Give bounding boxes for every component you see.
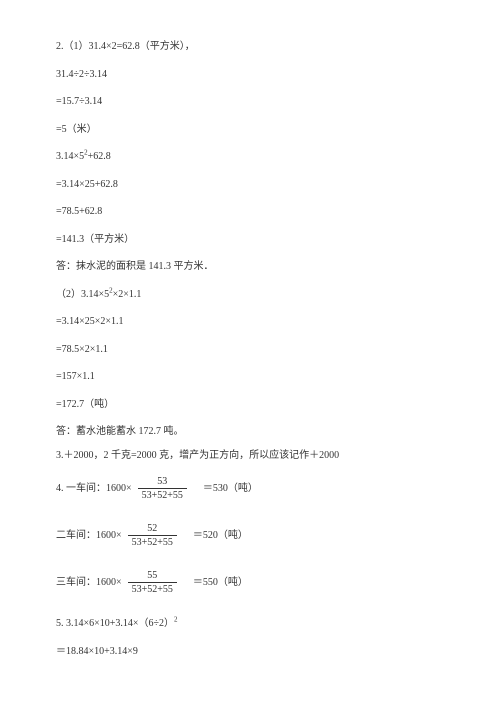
- text-line: 5. 3.14×6×10+3.14×（6÷2）2: [56, 617, 444, 631]
- answer-line: 答：蓄水池能蓄水 172.7 吨。: [56, 425, 444, 439]
- text-line: =78.5×2×1.1: [56, 343, 444, 357]
- fraction-line: 三车间：1600× 55 53+52+55 ＝550（吨）: [56, 570, 444, 595]
- expr-prefix: 5. 3.14×6×10+3.14×（6÷2）: [56, 618, 174, 629]
- numerator: 53: [153, 476, 171, 488]
- text-line: =3.14×25+62.8: [56, 178, 444, 192]
- frac-suffix: ＝520（吨）: [193, 529, 248, 543]
- text-line: 3.＋2000，2 千克=2000 克，增产为正方向，所以应该记作＋2000: [56, 449, 444, 463]
- exponent: 2: [174, 616, 178, 624]
- expr-suffix: ×2×1.1: [113, 289, 142, 300]
- text-line: （2）3.14×52×2×1.1: [56, 288, 444, 302]
- expr-prefix: 3.14×5: [56, 151, 84, 162]
- fraction: 52 53+52+55: [128, 523, 177, 548]
- numerator: 52: [143, 523, 161, 535]
- text-line: =172.7（吨）: [56, 398, 444, 412]
- expr-suffix: +62.8: [88, 151, 111, 162]
- expr-prefix: （2）3.14×5: [56, 289, 109, 300]
- text-line: =157×1.1: [56, 370, 444, 384]
- frac-suffix: ＝550（吨）: [193, 576, 248, 590]
- frac-prefix: 4. 一车间：1600×: [56, 482, 132, 496]
- answer-line: 答：抹水泥的面积是 141.3 平方米．: [56, 260, 444, 274]
- text-line: 31.4÷2÷3.14: [56, 68, 444, 82]
- denominator: 53+52+55: [138, 488, 187, 501]
- text-line: =141.3（平方米）: [56, 233, 444, 247]
- text-line: =5（米）: [56, 123, 444, 137]
- text-line: ＝18.84×10+3.14×9: [56, 645, 444, 659]
- fraction-line: 二车间：1600× 52 53+52+55 ＝520（吨）: [56, 523, 444, 548]
- text-line: =3.14×25×2×1.1: [56, 315, 444, 329]
- text-line: 3.14×52+62.8: [56, 150, 444, 164]
- fraction: 55 53+52+55: [128, 570, 177, 595]
- frac-prefix: 二车间：1600×: [56, 529, 122, 543]
- denominator: 53+52+55: [128, 535, 177, 548]
- denominator: 53+52+55: [128, 582, 177, 595]
- frac-suffix: ＝530（吨）: [203, 482, 258, 496]
- text-line: =78.5+62.8: [56, 205, 444, 219]
- text-line: 2.（1）31.4×2=62.8（平方米），: [56, 40, 444, 54]
- fraction: 53 53+52+55: [138, 476, 187, 501]
- numerator: 55: [143, 570, 161, 582]
- text-line: =15.7÷3.14: [56, 95, 444, 109]
- fraction-line: 4. 一车间：1600× 53 53+52+55 ＝530（吨）: [56, 476, 444, 501]
- frac-prefix: 三车间：1600×: [56, 576, 122, 590]
- document-page: 2.（1）31.4×2=62.8（平方米）， 31.4÷2÷3.14 =15.7…: [0, 0, 500, 712]
